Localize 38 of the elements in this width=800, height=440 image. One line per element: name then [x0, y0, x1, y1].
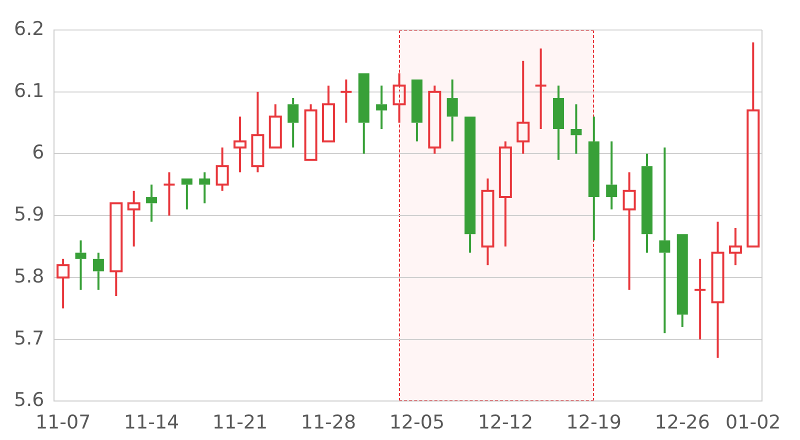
y-tick-label: 6.1	[14, 80, 44, 102]
candlestick	[110, 202, 123, 298]
x-tick-label: 11-21	[212, 412, 268, 434]
y-tick-label: 5.8	[14, 265, 44, 288]
candlestick	[711, 220, 724, 359]
candlestick	[304, 103, 318, 161]
candlestick	[392, 72, 406, 124]
x-tick-label: 12-12	[478, 412, 534, 434]
y-tick-label: 5.9	[14, 204, 44, 226]
candlestick	[694, 258, 707, 340]
x-tick-label: 11-14	[124, 412, 180, 434]
candlestick	[516, 60, 530, 155]
candlestick	[728, 226, 742, 266]
candlestick	[622, 171, 636, 291]
candlestick	[251, 90, 264, 174]
candlestick	[746, 41, 760, 248]
x-tick-label: 11-28	[300, 412, 356, 434]
x-tick-label: 12-19	[566, 412, 622, 434]
candlestick	[322, 84, 335, 142]
candlestick	[216, 146, 229, 192]
candlestick	[127, 190, 140, 248]
y-tick-label: 6	[32, 142, 44, 164]
x-tick-label: 12-05	[389, 412, 445, 434]
x-tick-label: 12-26	[654, 412, 710, 434]
candlestick	[534, 48, 548, 130]
x-tick-label: 01-02	[726, 412, 781, 434]
candlestick	[428, 84, 442, 155]
x-tick-label: 11-07	[35, 412, 91, 434]
y-tick-label: 5.6	[14, 389, 44, 412]
candlestick	[268, 103, 282, 149]
y-tick-label: 6.2	[14, 18, 44, 40]
candlestick	[234, 116, 247, 174]
candlestick	[498, 140, 512, 248]
candlestick	[162, 171, 176, 217]
y-tick-label: 5.7	[14, 327, 44, 350]
candlestick	[340, 78, 353, 124]
candlestick	[56, 258, 70, 310]
candlestick	[481, 177, 494, 266]
